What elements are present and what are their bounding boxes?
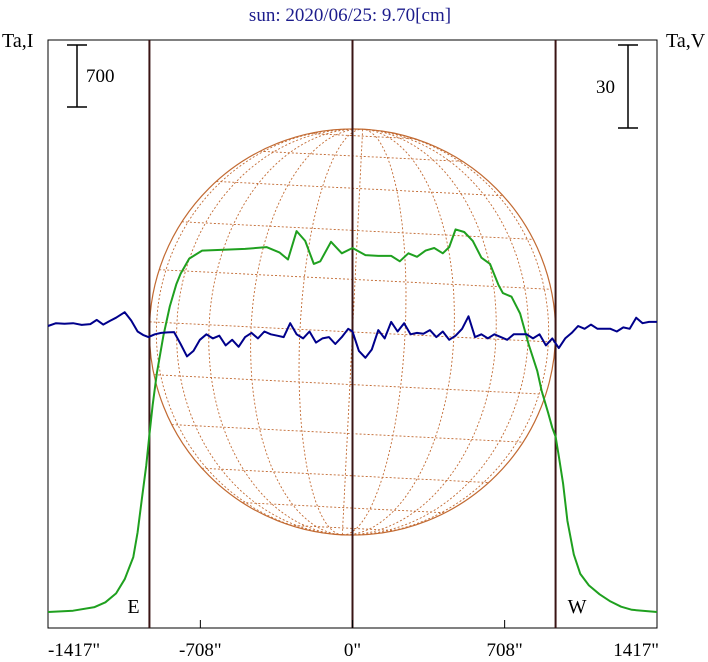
right-scale-bar [618,44,638,129]
grid-meridian [342,128,407,536]
series-V-line [47,311,657,359]
grid-parallel [290,524,396,531]
grid-parallel [242,502,446,514]
series-I-line [47,228,658,613]
x-axis-ticks: -1417" -708" 0" 708" 1417" [47,620,659,661]
limb-label-e: E [127,596,139,618]
x-tick-label: 0" [344,640,361,661]
grid-meridian [298,128,363,536]
chart-title: sun: 2020/06/25: 9.70[cm] [249,5,451,26]
limb-label-w: W [568,596,587,618]
x-tick-label: 708" [487,640,523,661]
x-tick-label: -708" [179,640,222,661]
grid-parallel [154,374,546,395]
grid-parallel [171,424,524,443]
grid-parallel [309,133,415,140]
left-scale-bar [67,44,87,108]
left-axis-label: Ta,I [2,30,33,52]
grid-parallel [259,150,463,162]
right-axis-label: Ta,V [666,30,706,52]
x-tick-label: 1417" [613,640,659,661]
grid-meridian [155,128,363,536]
series-layer [47,228,658,613]
grid-parallel [159,269,551,290]
grid-parallel [181,221,534,240]
left-scale-label: 700 [86,66,115,87]
x-tick-label: -1417" [48,640,100,661]
right-scale-label: 30 [596,77,615,98]
